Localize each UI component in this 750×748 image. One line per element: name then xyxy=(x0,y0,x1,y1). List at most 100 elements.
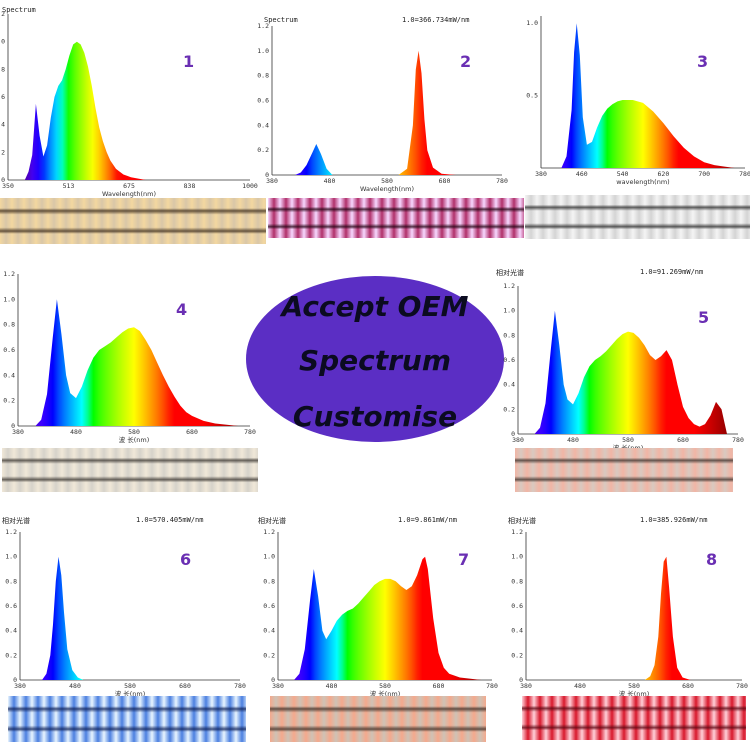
panel-8-scale-note: 1.0=385.926mW/nm xyxy=(640,516,708,524)
spectrum-area xyxy=(644,556,691,680)
x-axis-label: Wavelength(nm) xyxy=(102,190,156,198)
x-tick-label: 580 xyxy=(124,682,136,690)
y-tick-label: 0.6 xyxy=(3,346,15,354)
y-tick-label: 1.0 xyxy=(5,553,17,561)
panel-3-number: 3 xyxy=(697,52,709,71)
y-tick-label: 0.2 xyxy=(0,148,5,156)
y-tick-label: 0 xyxy=(11,422,15,430)
spectrum-panel-2: Spectrum 1.0=366.734mW/nm 380 480 580 680 78… xyxy=(257,0,524,195)
x-tick-label: 780 xyxy=(739,170,750,178)
spectrum-area xyxy=(534,310,727,434)
y-tick-label: 0 xyxy=(519,676,523,684)
x-tick-label: 380 xyxy=(266,177,278,185)
y-tick-label: 0.4 xyxy=(511,627,523,635)
x-tick-label: 780 xyxy=(486,682,498,690)
y-tick-label: 0.4 xyxy=(263,627,275,635)
x-tick-label: 480 xyxy=(574,682,586,690)
spectrum-area xyxy=(561,23,735,169)
strip-dark-bands xyxy=(525,195,750,239)
y-tick-label: 0.4 xyxy=(3,371,15,379)
panel-1-number: 1 xyxy=(183,52,195,71)
y-tick-label: 0.8 xyxy=(503,331,515,339)
panel-5-scale-note: 1.0=91.269mW/nm xyxy=(640,268,704,276)
spectrum-chart-4: 380 480 580 680 780 0 0.2 0.4 0.6 0.8 1.0 1.2 波 长(nm… xyxy=(3,270,256,444)
oem-line-3: Customise xyxy=(292,400,458,433)
spectrum-area xyxy=(35,299,239,426)
x-tick-label: 580 xyxy=(381,177,393,185)
y-tick-label: 0 xyxy=(13,676,17,684)
spectrum-chart-7: 380 480 580 680 780 0 0.2 0.4 0.6 0.8 1.0 1.2 波 长(nm… xyxy=(263,528,498,698)
x-tick-label: 380 xyxy=(14,682,26,690)
panel-7-number: 7 xyxy=(458,550,470,569)
panel-6-number: 6 xyxy=(180,550,192,569)
x-tick-label: 380 xyxy=(272,682,284,690)
spectrum-panel-3: 380 460 540 620 700 780 0.5 1.0 wavelength(nm) 3 xyxy=(525,0,750,195)
x-tick-label: 480 xyxy=(69,682,81,690)
strip-dark-bands xyxy=(515,448,733,492)
x-tick-label: 380 xyxy=(535,170,547,178)
y-tick-label: 0.6 xyxy=(0,93,5,101)
x-tick-label: 675 xyxy=(123,182,135,190)
y-tick-label: 0.6 xyxy=(263,602,275,610)
spectrum-area xyxy=(42,556,84,680)
panel-5-number: 5 xyxy=(698,308,710,327)
panel-8-number: 8 xyxy=(706,550,718,569)
y-tick-label: 0.2 xyxy=(503,405,515,413)
y-tick-label: 0 xyxy=(271,676,275,684)
x-tick-label: 680 xyxy=(677,436,689,444)
y-tick-label: 0.6 xyxy=(5,602,17,610)
y-tick-label: 0.2 xyxy=(257,146,269,154)
y-tick-label: 0.8 xyxy=(263,577,275,585)
panel-7-title: 相对光谱 xyxy=(258,517,286,525)
x-tick-label: 480 xyxy=(324,177,336,185)
x-axis-label: 波 长(nm) xyxy=(115,689,146,698)
x-tick-label: 460 xyxy=(576,170,588,178)
panel-2-scale-note: 1.0=366.734mW/nm xyxy=(402,16,470,24)
x-tick-label: 700 xyxy=(698,170,710,178)
y-tick-label: 0.8 xyxy=(0,65,5,73)
x-tick-label: 1000 xyxy=(242,182,258,190)
y-tick-label: 0.2 xyxy=(511,651,523,659)
spectrum-panel-6: 相对光谱 1.0=570.405mW/nm 380 480 580 680 780 0 0.… xyxy=(0,510,250,698)
led-strip-7 xyxy=(270,696,486,742)
x-tick-label: 780 xyxy=(244,428,256,436)
x-tick-label: 350 xyxy=(2,182,14,190)
y-tick-label: 1.0 xyxy=(0,38,5,46)
y-tick-label: 0 xyxy=(265,171,269,179)
y-tick-label: 0 xyxy=(1,176,5,184)
led-strip-4 xyxy=(2,448,258,492)
y-tick-label: 1.0 xyxy=(263,553,275,561)
x-axis-label: Wavelength(nm) xyxy=(360,185,414,193)
panel-6-scale-note: 1.0=570.405mW/nm xyxy=(136,516,204,524)
spectrum-chart-8: 380 480 580 680 780 0 0.2 0.4 0.6 0.8 1.0 1.2 波 长(nm… xyxy=(511,528,748,698)
y-tick-label: 0.6 xyxy=(511,602,523,610)
y-tick-label: 1.2 xyxy=(503,282,515,290)
spectrum-chart-2: 380 480 580 680 780 0 0.2 0.4 0.6 0.8 1.0 1.2 Wavele… xyxy=(257,22,508,193)
x-tick-label: 380 xyxy=(512,436,524,444)
y-tick-label: 1.0 xyxy=(503,307,515,315)
y-tick-label: 0.8 xyxy=(257,72,269,80)
spectrum-panel-7: 相对光谱 1.0=9.861mW/nm 380 480 580 680 780 0 0.2 0… xyxy=(256,510,500,698)
panel-7-scale-note: 1.0=9.861mW/nm xyxy=(398,516,458,524)
x-axis-label: wavelength(nm) xyxy=(616,178,669,186)
spectrum-panel-1: Spectrum 350 513 675 838 1000 0 0.2 0.4 0.6 0.8 1.… xyxy=(0,0,268,198)
strip-dark-bands xyxy=(0,198,266,244)
spectrum-chart-6: 380 480 580 680 780 0 0.2 0.4 0.6 0.8 1.0 1.2 波 长(nm… xyxy=(5,528,246,698)
spectrum-chart-5: 380 480 580 680 780 0 0.2 0.4 0.6 0.8 1.0 1.2 波 长(nm… xyxy=(503,282,744,452)
y-tick-label: 0.4 xyxy=(257,121,269,129)
spectrum-area xyxy=(24,41,146,181)
spectrum-area xyxy=(294,556,482,680)
y-tick-label: 0.6 xyxy=(257,97,269,105)
panel-2-number: 2 xyxy=(460,52,472,71)
strip-dark-bands xyxy=(8,696,246,742)
panel-6-title: 相对光谱 xyxy=(2,517,30,525)
x-tick-label: 780 xyxy=(496,177,508,185)
oem-line-1: Accept OEM xyxy=(281,290,469,323)
x-tick-label: 540 xyxy=(617,170,629,178)
y-tick-label: 1.0 xyxy=(526,19,538,27)
led-strip-3 xyxy=(525,195,750,239)
x-tick-label: 780 xyxy=(732,436,744,444)
x-tick-label: 680 xyxy=(439,177,451,185)
x-tick-label: 680 xyxy=(433,682,445,690)
y-tick-label: 1.0 xyxy=(3,295,15,303)
